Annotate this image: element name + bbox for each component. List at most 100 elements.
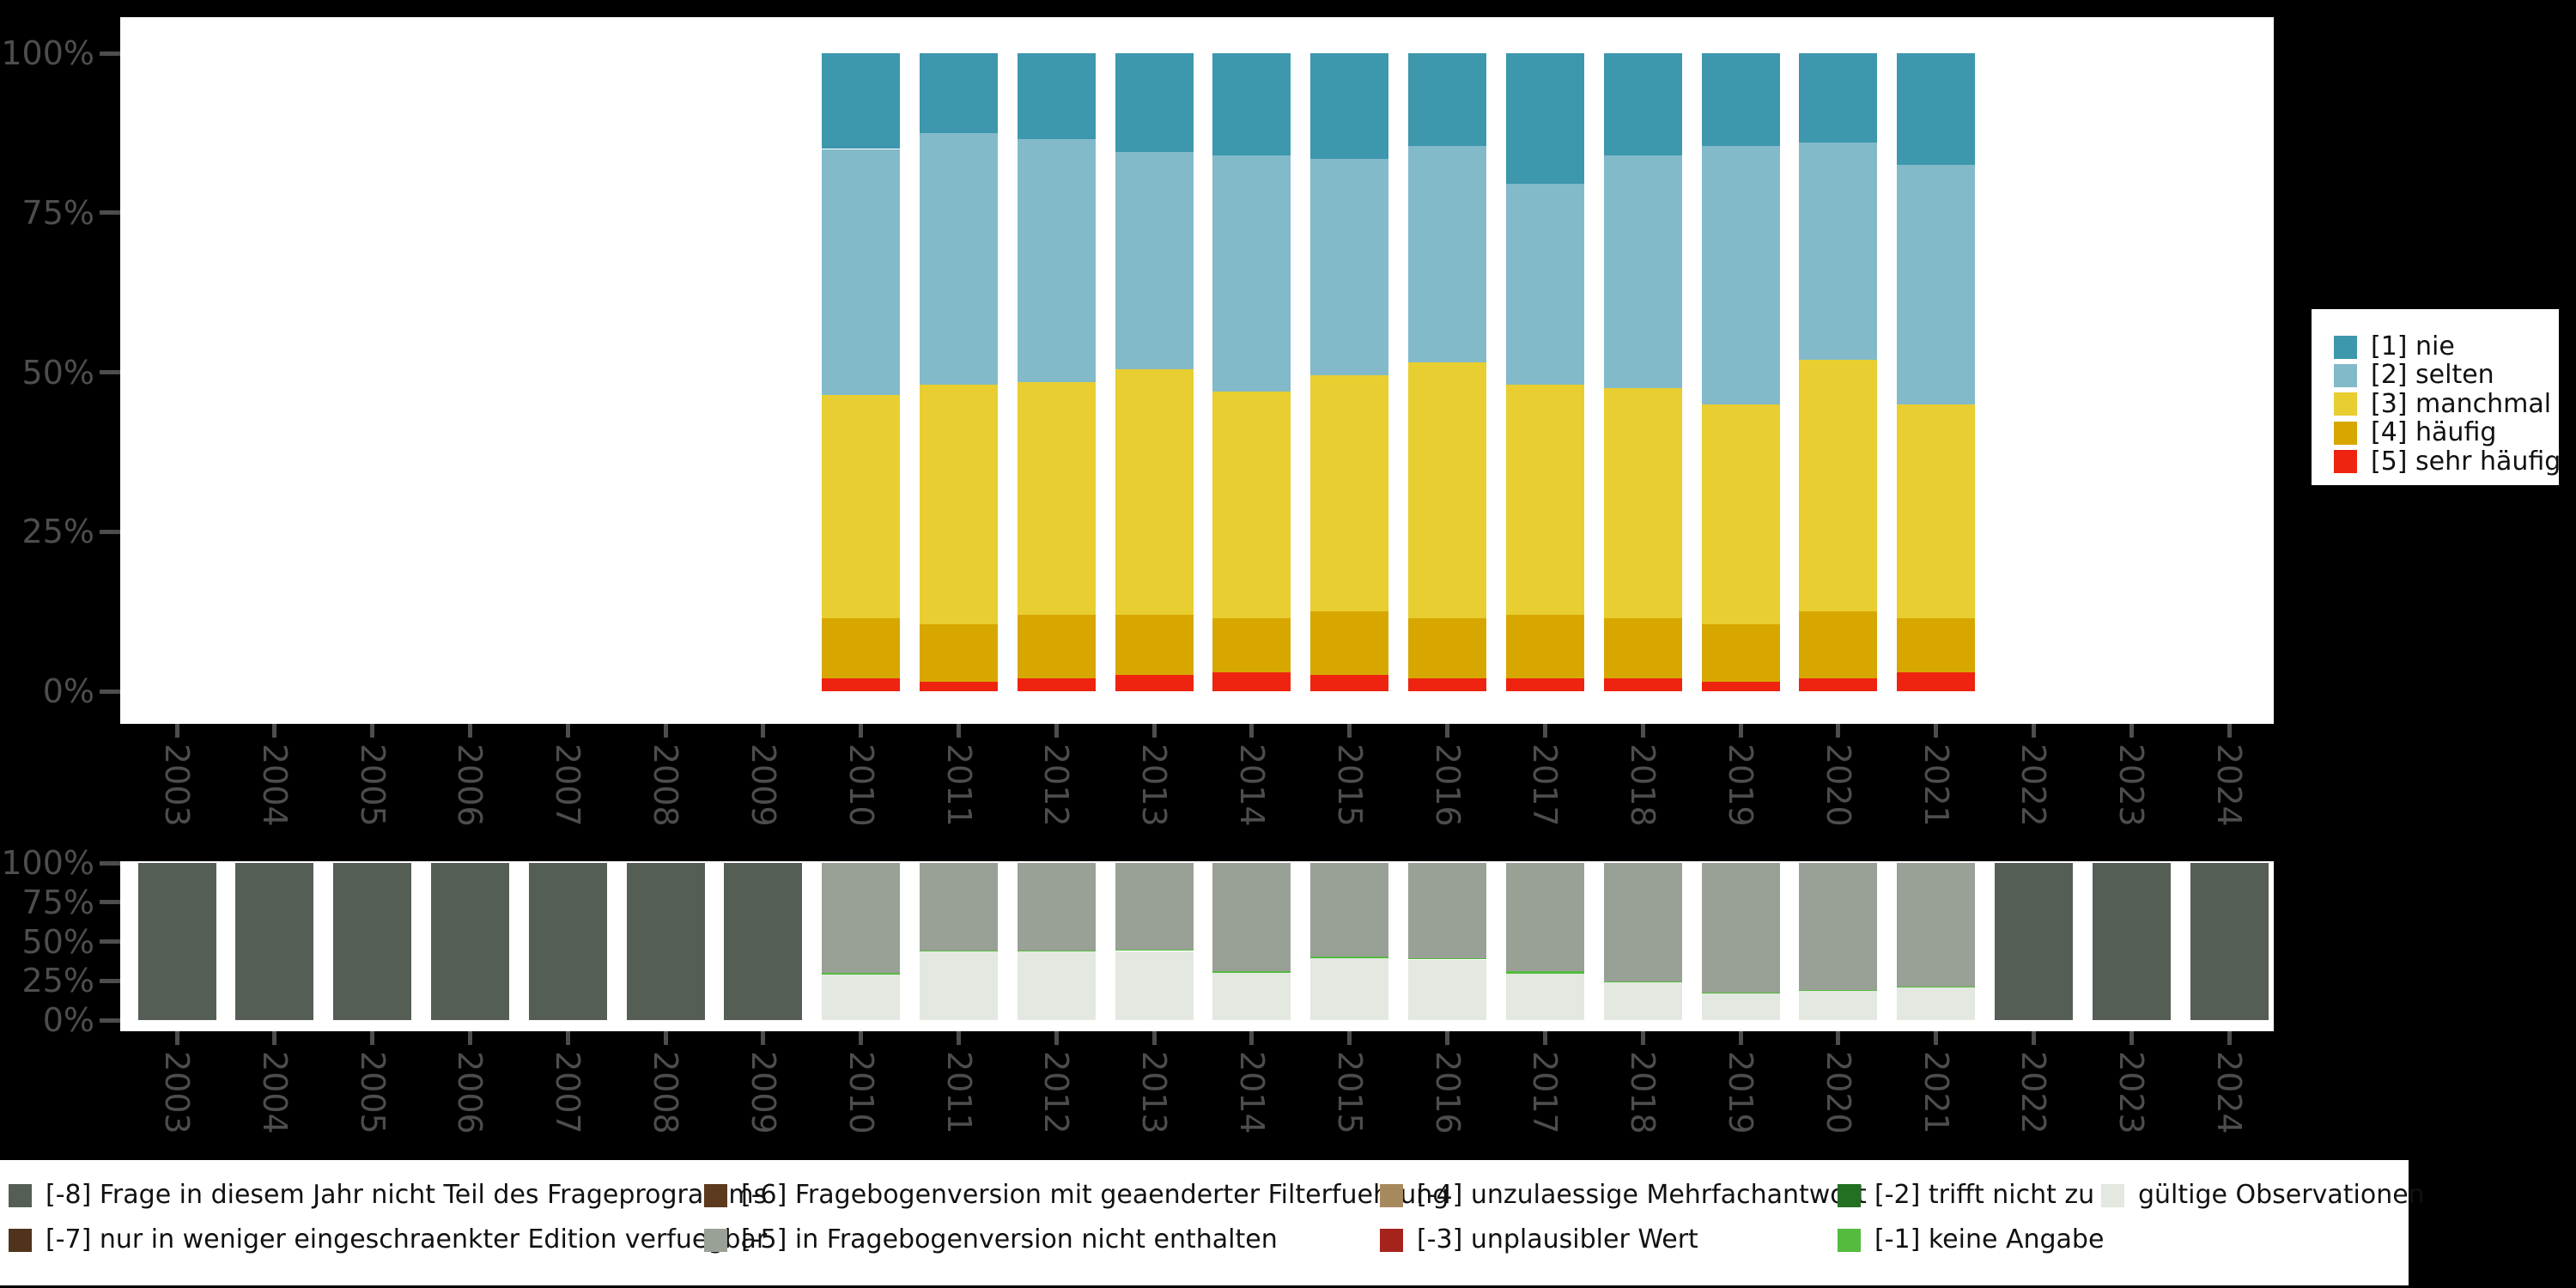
x-tick-label-2013-chart1: 2013 — [1135, 744, 1174, 827]
bar-segment-2013--5-sehr-häufig — [1115, 675, 1194, 691]
value-legend: [1] nie [2] selten [3] manchmal [4] häufig[… — [2312, 309, 2561, 485]
x-tick-label-2016-chart1: 2016 — [1428, 744, 1467, 827]
x-tick-label-2011-chart2: 2011 — [939, 1051, 978, 1134]
x-tick-2010-chart2 — [859, 1031, 864, 1045]
x-tick-label-2016-chart2: 2016 — [1428, 1051, 1467, 1134]
bar-segment-2019--5-sehr-häufig — [1701, 681, 1780, 691]
x-tick-label-2017-chart1: 2017 — [1526, 744, 1564, 827]
bar-segment-2014---5-in-Fragebogenversion-nicht-enthalten — [1212, 863, 1291, 972]
bar-segment-2019--4-häufig — [1701, 624, 1780, 682]
x-tick-label-2014-chart2: 2014 — [1232, 1051, 1271, 1134]
x-tick-label-2004-chart2: 2004 — [255, 1051, 294, 1134]
bar-segment-2021--5-sehr-häufig — [1897, 671, 1976, 691]
legend-swatch-2 — [2334, 363, 2357, 387]
bar-segment-2009---8-Frage-in-diesem-Jahr-nicht-Teil-des-Frageprogramms — [724, 863, 803, 1020]
x-tick-2019-chart2 — [1738, 1031, 1743, 1045]
bar-segment-2018--3-manchmal — [1603, 388, 1682, 618]
bar-segment-2017--4-häufig — [1505, 614, 1584, 679]
legend-entry-label: [5] sehr häufig — [2371, 446, 2561, 477]
bar-segment-2019--2-selten — [1701, 145, 1780, 404]
bar-segment-2015--4-häufig — [1310, 611, 1389, 676]
x-tick-2013-chart1 — [1151, 724, 1157, 738]
missing-legend-entry-label: gültige Observationen — [2138, 1180, 2425, 1210]
x-tick-label-2010-chart1: 2010 — [841, 744, 880, 827]
bar-segment-2015---5-in-Fragebogenversion-nicht-enthalten — [1310, 863, 1389, 957]
bar-segment-2016-gültige-Observationen — [1408, 959, 1486, 1020]
x-tick-label-2010-chart2: 2010 — [841, 1051, 880, 1134]
bar-segment-2015--1-nie — [1310, 53, 1389, 159]
bar-segment-2011--2-selten — [920, 132, 998, 386]
x-tick-2006-chart2 — [467, 1031, 472, 1045]
x-tick-label-2006-chart2: 2006 — [451, 1051, 489, 1134]
bar-segment-2012--1-nie — [1017, 53, 1096, 140]
bar-segment-2011-gültige-Observationen — [920, 951, 998, 1020]
missing-legend-entry-label: [-6] Fragebogenversion mit geaenderter F… — [741, 1180, 1449, 1210]
x-tick-2023-chart2 — [2129, 1031, 2134, 1045]
bar-segment-2021---5-in-Fragebogenversion-nicht-enthalten — [1897, 863, 1976, 987]
y-tick-label-0pct-chart1: 0% — [42, 672, 94, 710]
x-tick-2016-chart2 — [1445, 1031, 1449, 1045]
bar-segment-2020--5-sehr-häufig — [1799, 678, 1878, 691]
bar-segment-2010--5-sehr-häufig — [822, 678, 901, 691]
y-tick-label-50pct-chart2: 50% — [21, 922, 94, 961]
x-tick-2023-chart1 — [2129, 724, 2134, 738]
legend-entry-label: [3] manchmal — [2371, 388, 2552, 419]
x-tick-label-2011-chart1: 2011 — [939, 744, 978, 827]
x-tick-2021-chart1 — [1934, 724, 1939, 738]
x-tick-label-2007-chart1: 2007 — [549, 744, 587, 827]
bar-segment-2018--2-selten — [1603, 155, 1682, 389]
missing-legend-swatch-2 — [9, 1228, 32, 1252]
x-tick-2016-chart1 — [1445, 724, 1449, 738]
bar-segment-2014---1-keine-Angabe — [1212, 971, 1291, 974]
bar-segment-2013--4-häufig — [1115, 614, 1194, 676]
missing-legend-entry--4: [-4] unzulaessige Mehrfachantwort — [1380, 1182, 1867, 1209]
missing-legend-swatch-8 — [1838, 1228, 1861, 1252]
bar-segment-2016--5-sehr-häufig — [1408, 678, 1486, 691]
bar-segment-2016---5-in-Fragebogenversion-nicht-enthalten — [1408, 863, 1486, 958]
x-tick-label-2024-chart1: 2024 — [2210, 744, 2248, 827]
bar-segment-2016--1-nie — [1408, 53, 1486, 146]
x-tick-label-2013-chart2: 2013 — [1135, 1051, 1174, 1134]
x-tick-2006-chart1 — [467, 724, 472, 738]
legend-entry-label: [2] selten — [2371, 360, 2494, 391]
x-tick-2003-chart1 — [174, 724, 179, 738]
x-tick-2017-chart1 — [1542, 724, 1547, 738]
y-tick-75pct-chart2 — [100, 900, 120, 905]
bar-segment-2014--2-selten — [1212, 155, 1291, 392]
bar-segment-2020--1-nie — [1799, 53, 1878, 143]
bar-segment-2015--5-sehr-häufig — [1310, 675, 1389, 691]
bar-segment-2012--4-häufig — [1017, 614, 1096, 679]
legend-entry-label: [1] nie — [2371, 331, 2455, 361]
x-tick-label-2005-chart2: 2005 — [353, 1051, 392, 1134]
x-tick-label-2014-chart1: 2014 — [1232, 744, 1271, 827]
x-tick-2022-chart1 — [2031, 724, 2036, 738]
y-tick-25pct-chart2 — [100, 978, 120, 983]
x-tick-2018-chart1 — [1640, 724, 1645, 738]
x-tick-2015-chart1 — [1347, 724, 1352, 738]
bar-segment-2024---8-Frage-in-diesem-Jahr-nicht-Teil-des-Frageprogramms — [2190, 863, 2269, 1020]
y-tick-label-100pct-chart2: 100% — [1, 844, 94, 882]
bar-segment-2012---1-keine-Angabe — [1017, 950, 1096, 952]
x-tick-label-2012-chart2: 2012 — [1037, 1051, 1076, 1134]
x-tick-2008-chart1 — [663, 724, 668, 738]
legend-entry-3: [3] manchmal — [2334, 390, 2551, 419]
bar-segment-2010--1-nie — [822, 53, 901, 149]
bar-segment-2018--1-nie — [1603, 53, 1682, 155]
x-tick-2004-chart1 — [272, 724, 277, 738]
bar-segment-2016--3-manchmal — [1408, 362, 1486, 618]
bar-segment-2023---8-Frage-in-diesem-Jahr-nicht-Teil-des-Frageprogramms — [2092, 863, 2171, 1020]
bar-segment-2018---5-in-Fragebogenversion-nicht-enthalten — [1603, 863, 1682, 982]
bar-segment-2013-gültige-Observationen — [1115, 951, 1194, 1020]
x-tick-label-2003-chart2: 2003 — [158, 1051, 196, 1134]
bar-segment-2017-gültige-Observationen — [1505, 974, 1584, 1020]
bar-segment-2018-gültige-Observationen — [1603, 982, 1682, 1020]
missing-legend-entry--1: [-1] keine Angabe — [1838, 1226, 2104, 1254]
x-tick-2007-chart1 — [565, 724, 570, 738]
bar-segment-2017---1-keine-Angabe — [1505, 971, 1584, 974]
bar-segment-2003---8-Frage-in-diesem-Jahr-nicht-Teil-des-Frageprogramms — [137, 863, 216, 1020]
bar-segment-2011--4-häufig — [920, 624, 998, 682]
bar-segment-2020--3-manchmal — [1799, 359, 1878, 612]
bar-segment-2012-gültige-Observationen — [1017, 951, 1096, 1020]
x-tick-label-2009-chart2: 2009 — [744, 1051, 782, 1134]
bar-segment-2018---1-keine-Angabe — [1603, 981, 1682, 982]
